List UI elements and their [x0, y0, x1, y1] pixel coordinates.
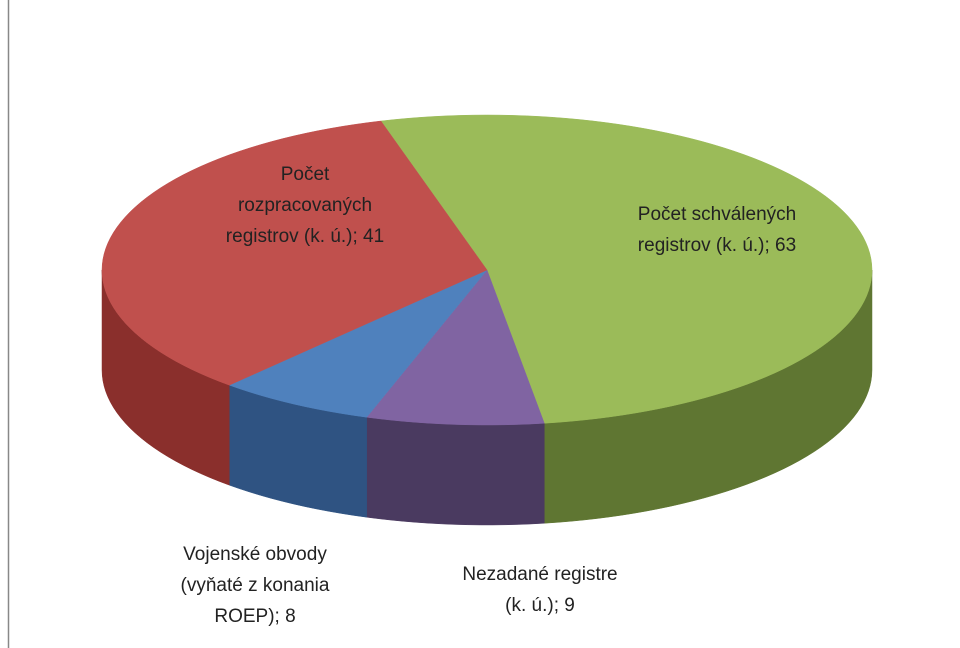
pie-slice [228, 269, 488, 418]
pie-slice [101, 120, 488, 386]
data-label: Počet schválených registrov (k. ú.); 63 [637, 204, 797, 256]
data-label: Počet rozpracovaných registrov (k. ú.); … [225, 163, 385, 247]
data-label: Nezadané registre (k. ú.); 9 [462, 564, 618, 616]
data-label: Vojenské obvody (vyňaté z konania ROEP);… [180, 543, 330, 627]
pie-slice [380, 114, 873, 424]
pie-side [366, 416, 545, 526]
pie-slice [366, 269, 545, 426]
